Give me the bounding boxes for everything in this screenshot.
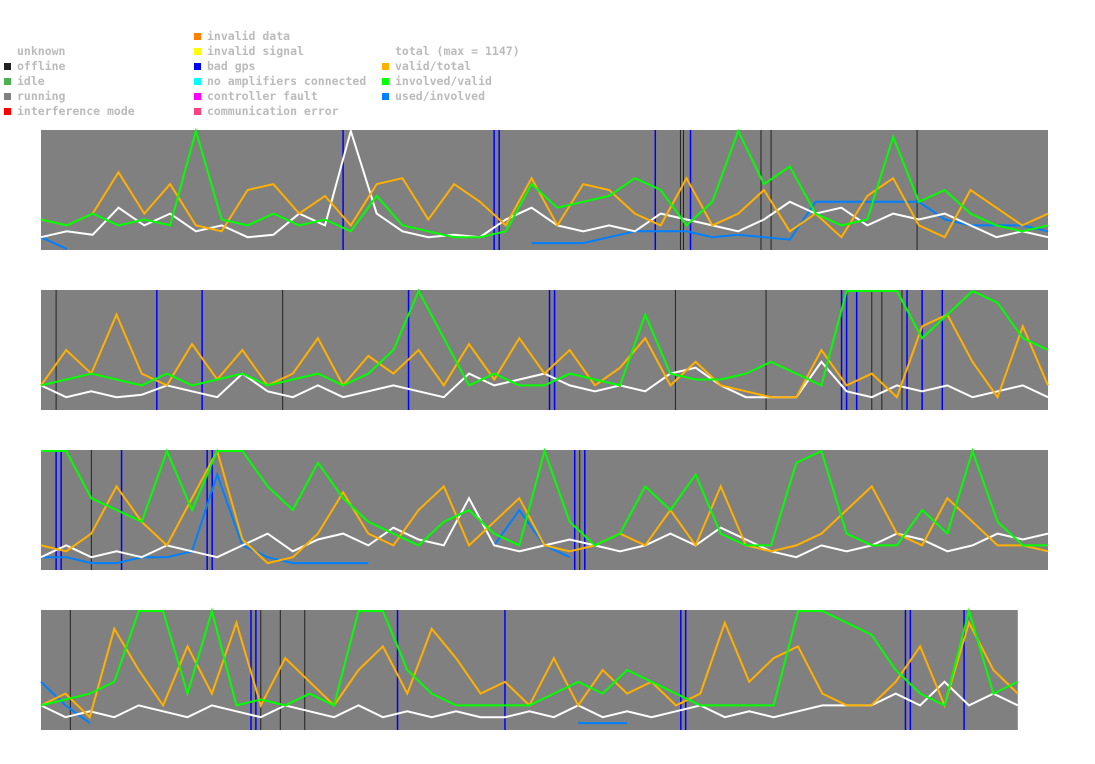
legend-swatch (194, 48, 201, 55)
legend-item: unknown (4, 44, 135, 59)
legend-label: invalid signal (207, 44, 304, 58)
legend-item: involved/valid (382, 74, 520, 89)
legend-swatch (4, 78, 11, 85)
legend-swatch (382, 63, 389, 70)
legend-item: bad gps (194, 59, 366, 74)
legend-swatch (194, 33, 201, 40)
legend-item: controller fault (194, 89, 366, 104)
legend-label: idle (17, 74, 45, 88)
valid-total-line (40, 448, 1049, 565)
legend-item: offline (4, 59, 135, 74)
legend-item: valid/total (382, 59, 520, 74)
involved-valid-line (40, 127, 1049, 239)
used-involved-line (40, 681, 91, 724)
legend-swatch (194, 93, 201, 100)
legend-label: controller fault (207, 89, 318, 103)
legend-item: idle (4, 74, 135, 89)
legend-item: communication error (194, 104, 366, 119)
used-involved-line (41, 471, 369, 565)
legend-swatch (382, 48, 389, 55)
legend-column-states: unknown offline idle running interference mo… (4, 44, 135, 119)
legend-swatch (4, 108, 11, 115)
legend-swatch (4, 48, 11, 55)
legend-label: offline (17, 59, 66, 73)
legend-column-ratios: total (max = 1147) valid/total involved/va… (382, 44, 520, 104)
legend-column-errors: invalid data invalid signal bad gps no ampl… (194, 29, 366, 119)
valid-total-line (40, 170, 1049, 239)
legend-label: running (17, 89, 66, 103)
legend-label: bad gps (207, 59, 256, 73)
used-involved-line (40, 236, 68, 250)
legend-label: valid/total (395, 59, 472, 73)
legend-item: invalid data (194, 29, 366, 44)
panel-background (41, 290, 1048, 410)
legend-label: unknown (17, 44, 66, 58)
legend-label: involved/valid (395, 74, 492, 88)
legend-swatch (4, 63, 11, 70)
legend-label: used/involved (395, 89, 486, 103)
used-involved-line (493, 508, 571, 559)
involved-valid-line (40, 288, 1049, 387)
legend-item: invalid signal (194, 44, 366, 59)
legend-item: total (max = 1147) (382, 44, 520, 59)
legend-label: no amplifiers connected (207, 74, 367, 88)
legend-item: no amplifiers connected (194, 74, 366, 89)
valid-total-line (40, 312, 1049, 400)
legend-swatch (382, 93, 389, 100)
legend-item: interference mode (4, 104, 135, 119)
legend-swatch (194, 63, 201, 70)
legend-swatch (194, 78, 201, 85)
legend-label: communication error (207, 104, 339, 118)
panel-background (41, 130, 1048, 250)
involved-valid-line (41, 447, 1048, 547)
legend-item: used/involved (382, 89, 520, 104)
legend-item: running (4, 89, 135, 104)
legend-label: interference mode (17, 104, 135, 118)
legend-swatch (4, 93, 11, 100)
legend-label: total (max = 1147) (395, 44, 520, 58)
used-involved-line (531, 200, 1049, 245)
legend-label: invalid data (207, 29, 291, 43)
legend-swatch (194, 108, 201, 115)
legend-swatch (382, 78, 389, 85)
involved-valid-line (40, 607, 1019, 707)
